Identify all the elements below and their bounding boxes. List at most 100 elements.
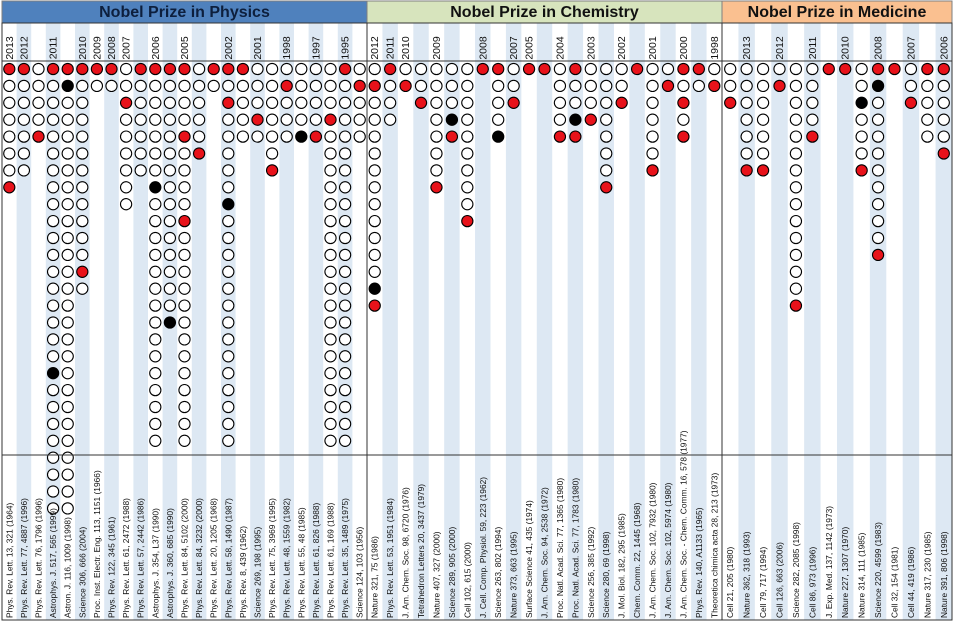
citation-marker xyxy=(178,265,191,278)
citation-marker xyxy=(76,147,89,160)
panel-title: Nobel Prize in Physics xyxy=(99,4,270,21)
citation-marker xyxy=(192,62,206,76)
original-paper-marker xyxy=(3,62,16,76)
citation-marker xyxy=(222,367,235,380)
citation-marker xyxy=(178,316,191,329)
year-label: 2011 xyxy=(385,37,397,60)
citation-marker xyxy=(324,265,337,278)
citation-marker xyxy=(207,79,220,93)
citation-marker xyxy=(3,164,16,177)
reference-label: J. Am. Chem. Soc. 102, 7932 (1980) xyxy=(648,482,658,618)
year-label: 2012 xyxy=(774,36,786,60)
reference-label: Nature 391, 806 (1998) xyxy=(939,531,949,618)
citation-marker xyxy=(368,265,381,278)
original-paper-marker xyxy=(178,130,191,143)
highlighted-citation-marker xyxy=(163,316,177,329)
column-stripe xyxy=(104,23,119,620)
reference-label: Science 280, 69 (1998) xyxy=(601,531,611,618)
citation-marker xyxy=(338,198,352,211)
citation-marker xyxy=(921,130,934,143)
citation-marker xyxy=(740,62,753,76)
citation-marker xyxy=(163,214,177,228)
original-paper-marker xyxy=(822,62,835,76)
reference-label: Science 306, 666 (2004) xyxy=(77,527,87,618)
citation-marker xyxy=(324,350,337,363)
citation-marker xyxy=(119,130,133,143)
citation-marker xyxy=(192,79,206,93)
year-label: 1995 xyxy=(340,36,352,60)
citation-marker xyxy=(76,198,89,211)
citation-marker xyxy=(646,79,659,93)
year-label: 2012 xyxy=(18,36,30,60)
citation-marker xyxy=(46,265,60,278)
column-stripe xyxy=(935,23,952,620)
original-paper-marker xyxy=(677,130,690,143)
citation-marker xyxy=(368,198,381,211)
original-paper-marker xyxy=(569,130,582,143)
citation-marker xyxy=(46,181,60,194)
citation-marker xyxy=(584,79,597,93)
citation-marker xyxy=(46,113,60,126)
reference-label: Cell 126, 663 (2006) xyxy=(775,542,785,618)
citation-marker xyxy=(806,113,819,126)
original-paper-marker xyxy=(445,130,459,143)
citation-marker xyxy=(192,130,206,143)
citation-marker xyxy=(430,79,443,93)
citation-marker xyxy=(265,79,279,93)
citation-marker xyxy=(17,113,31,126)
citation-marker xyxy=(222,282,235,295)
citation-marker xyxy=(265,113,279,126)
citation-marker xyxy=(708,62,721,76)
citation-marker xyxy=(222,147,235,160)
citation-marker xyxy=(384,79,397,93)
column-stripe xyxy=(629,23,645,620)
citation-marker xyxy=(871,164,885,177)
citation-marker xyxy=(789,282,803,295)
citation-marker xyxy=(46,299,60,312)
citation-marker xyxy=(338,417,352,431)
citation-marker xyxy=(178,333,191,346)
reference-label: Phys. Rev. Lett. 75, 3969 (1995) xyxy=(267,498,277,618)
original-paper-marker xyxy=(871,248,885,262)
citation-marker xyxy=(461,164,474,177)
citation-marker xyxy=(61,485,74,498)
original-paper-marker xyxy=(773,79,786,93)
citation-marker xyxy=(338,113,352,126)
citation-marker xyxy=(324,248,337,262)
citation-marker xyxy=(46,468,60,481)
citation-marker xyxy=(584,96,597,109)
citation-marker xyxy=(871,181,885,194)
citation-marker xyxy=(46,248,60,262)
original-paper-marker xyxy=(61,62,74,76)
reference-label: Science 289, 905 (2000) xyxy=(447,527,457,618)
citation-marker xyxy=(338,333,352,346)
original-paper-marker xyxy=(338,62,352,76)
citation-marker xyxy=(178,113,191,126)
citation-marker xyxy=(338,79,352,93)
citation-marker xyxy=(904,79,918,93)
citation-marker xyxy=(76,130,89,143)
citation-marker xyxy=(756,130,770,143)
citation-marker xyxy=(368,62,381,76)
original-paper-marker xyxy=(708,79,721,93)
original-paper-marker xyxy=(677,62,690,76)
citation-marker xyxy=(61,113,74,126)
reference-label: Phys. Rev. 140, A1133 (1965) xyxy=(694,507,704,618)
citation-marker xyxy=(871,96,885,109)
prize-headers: Nobel Prize in Physics Nobel Prize in Che… xyxy=(1,0,953,24)
citation-marker xyxy=(324,316,337,329)
citation-marker xyxy=(265,147,279,160)
citation-marker xyxy=(149,417,162,431)
original-paper-marker xyxy=(692,62,705,76)
citation-marker xyxy=(445,96,459,109)
citation-marker xyxy=(338,265,352,278)
citation-marker xyxy=(324,299,337,312)
year-label: 2001 xyxy=(252,36,264,60)
citation-marker xyxy=(222,265,235,278)
reference-label: Phys. Rev. Lett. 84, 3232 (2000) xyxy=(194,498,204,618)
original-paper-marker xyxy=(756,164,770,177)
original-paper-marker xyxy=(90,62,104,76)
year-label: 2002 xyxy=(616,36,628,60)
reference-label: Nature 407, 327 (2000) xyxy=(431,531,441,618)
reference-label: Astrophys. J. 360, 685 (1990) xyxy=(165,508,175,618)
